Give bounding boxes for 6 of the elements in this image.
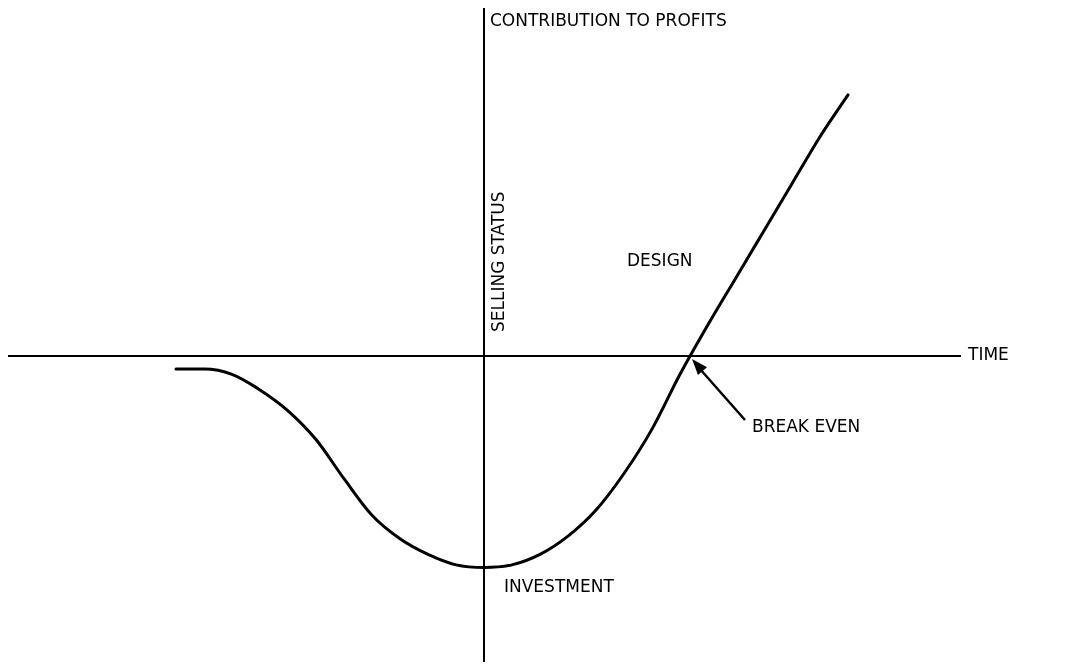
y-axis-title: CONTRIBUTION TO PROFITS <box>490 10 727 31</box>
annotation: SELLING STATUS <box>488 191 509 333</box>
annotation: BREAK EVEN <box>752 416 861 437</box>
annotation: DESIGN <box>627 250 693 271</box>
text: INVESTMENT <box>504 576 615 597</box>
x-axis-title: TIME <box>967 344 1009 365</box>
